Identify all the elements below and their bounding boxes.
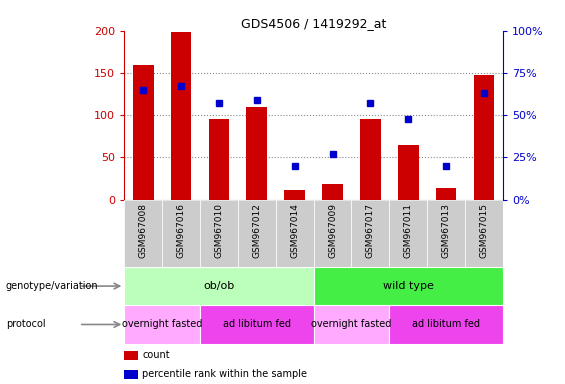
Text: GSM967015: GSM967015 bbox=[480, 203, 488, 258]
Bar bbox=[351, 200, 389, 267]
Title: GDS4506 / 1419292_at: GDS4506 / 1419292_at bbox=[241, 17, 386, 30]
Bar bbox=[284, 190, 305, 200]
Bar bbox=[200, 305, 314, 344]
Bar bbox=[246, 107, 267, 200]
Text: protocol: protocol bbox=[6, 319, 45, 329]
Bar bbox=[314, 305, 389, 344]
Bar bbox=[124, 267, 314, 305]
Text: GSM967011: GSM967011 bbox=[404, 203, 412, 258]
Bar bbox=[360, 119, 381, 200]
Bar bbox=[465, 200, 503, 267]
Bar bbox=[314, 267, 503, 305]
Text: wild type: wild type bbox=[383, 281, 434, 291]
Bar bbox=[398, 145, 419, 200]
Bar bbox=[276, 200, 314, 267]
Bar bbox=[389, 200, 427, 267]
Text: GSM967013: GSM967013 bbox=[442, 203, 450, 258]
Text: overnight fasted: overnight fasted bbox=[311, 319, 392, 329]
Bar bbox=[389, 305, 503, 344]
Text: GSM967017: GSM967017 bbox=[366, 203, 375, 258]
Bar bbox=[436, 188, 457, 200]
Text: count: count bbox=[142, 350, 170, 360]
Bar bbox=[124, 305, 200, 344]
Text: GSM967008: GSM967008 bbox=[139, 203, 147, 258]
Bar bbox=[133, 65, 154, 200]
Text: GSM967014: GSM967014 bbox=[290, 203, 299, 258]
Bar bbox=[238, 200, 276, 267]
Bar bbox=[200, 200, 238, 267]
Text: ad libitum fed: ad libitum fed bbox=[412, 319, 480, 329]
Bar bbox=[162, 200, 200, 267]
Bar bbox=[208, 119, 229, 200]
Bar bbox=[427, 200, 465, 267]
Bar bbox=[171, 32, 192, 200]
Text: percentile rank within the sample: percentile rank within the sample bbox=[142, 369, 307, 379]
Bar bbox=[473, 76, 494, 200]
Text: GSM967016: GSM967016 bbox=[177, 203, 185, 258]
Bar bbox=[314, 200, 351, 267]
Text: genotype/variation: genotype/variation bbox=[6, 281, 98, 291]
Text: GSM967010: GSM967010 bbox=[215, 203, 223, 258]
Text: overnight fasted: overnight fasted bbox=[122, 319, 202, 329]
Text: ob/ob: ob/ob bbox=[203, 281, 234, 291]
Text: ad libitum fed: ad libitum fed bbox=[223, 319, 291, 329]
Text: GSM967009: GSM967009 bbox=[328, 203, 337, 258]
Bar bbox=[124, 200, 162, 267]
Bar bbox=[322, 184, 343, 200]
Text: GSM967012: GSM967012 bbox=[253, 203, 261, 258]
